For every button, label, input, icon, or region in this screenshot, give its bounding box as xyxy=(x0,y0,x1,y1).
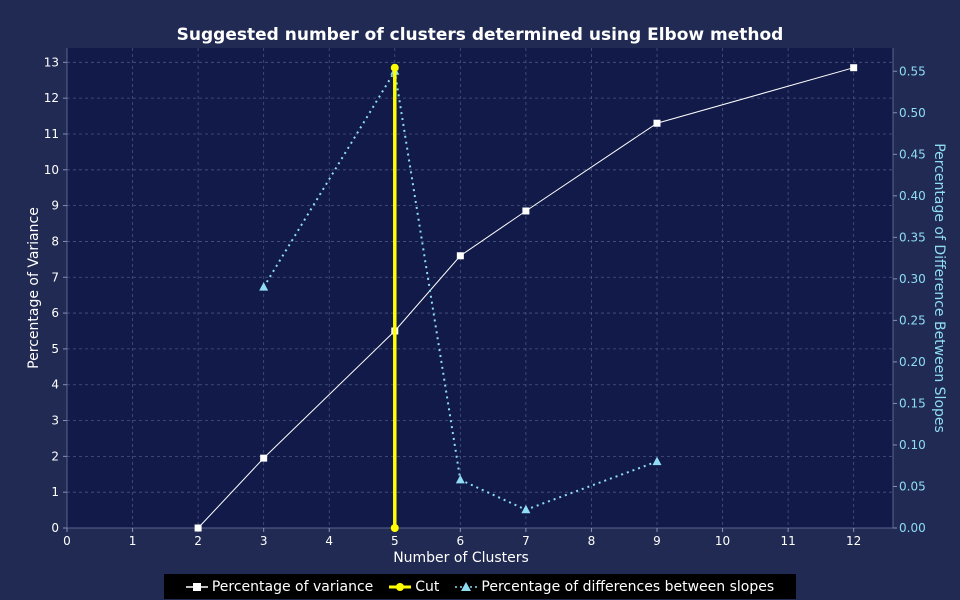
x-tick-label: 6 xyxy=(457,534,465,548)
x-tick-label: 5 xyxy=(391,534,399,548)
series-layer xyxy=(194,63,858,532)
y-tick-label: 8 xyxy=(51,234,59,248)
y-tick-label: 11 xyxy=(44,127,59,141)
legend-label-slopes: Percentage of differences between slopes xyxy=(481,578,775,595)
x-tick-label: 9 xyxy=(653,534,661,548)
data-point-triangle xyxy=(455,474,465,484)
y2-axis-label: Percentage of Difference Between Slopes xyxy=(931,143,947,433)
y-tick-label: 2 xyxy=(51,449,59,463)
x-tick-label: 4 xyxy=(325,534,333,548)
y-tick-label: 12 xyxy=(44,91,59,105)
series-cut xyxy=(390,63,399,532)
x-tick-label: 1 xyxy=(129,534,137,548)
legend-label-cut: Cut xyxy=(415,578,440,595)
y2-tick-label: 0.10 xyxy=(899,438,926,452)
circle-marker-icon xyxy=(389,582,412,591)
triangle-marker-icon xyxy=(455,581,478,591)
y2-tick-label: 0.35 xyxy=(899,230,926,244)
data-point-square xyxy=(522,207,530,215)
data-point-square xyxy=(850,64,858,72)
data-point-triangle xyxy=(521,504,531,514)
y-tick-label: 13 xyxy=(44,55,59,69)
x-tick-label: 10 xyxy=(715,534,730,548)
data-point-square xyxy=(653,119,661,127)
data-point-triangle xyxy=(652,456,662,466)
y-tick-label: 6 xyxy=(51,306,59,320)
y-axis-label: Percentage of Variance xyxy=(26,207,42,369)
x-axis-label: Number of Clusters xyxy=(393,550,529,566)
y2-tick-label: 0.05 xyxy=(899,479,926,493)
y-tick-label: 7 xyxy=(51,270,59,284)
x-tick-label: 12 xyxy=(846,534,861,548)
y-tick-label: 10 xyxy=(44,163,59,177)
data-point-triangle xyxy=(259,282,269,291)
square-marker-icon xyxy=(185,582,208,591)
y-tick-label: 9 xyxy=(51,199,59,213)
y-tick-label: 4 xyxy=(51,378,59,392)
y2-tick-label: 0.15 xyxy=(899,396,926,410)
y2-tick-label: 0.30 xyxy=(899,272,926,286)
x-tick-label: 0 xyxy=(63,534,71,548)
data-point-circle xyxy=(390,524,399,532)
y-tick-label: 3 xyxy=(51,414,59,428)
y2-tick-label: 0.55 xyxy=(899,64,926,78)
x-tick-label: 8 xyxy=(588,534,596,548)
y2-tick-label: 0.20 xyxy=(899,355,926,369)
x-tick-label: 7 xyxy=(522,534,530,548)
data-point-square xyxy=(194,524,202,532)
data-point-circle xyxy=(390,63,399,72)
y2-tick-label: 0.00 xyxy=(899,521,926,535)
x-tick-label: 3 xyxy=(260,534,268,548)
legend-item-slopes: Percentage of differences between slopes xyxy=(455,579,774,595)
y2-tick-label: 0.40 xyxy=(899,189,926,203)
x-axis-ticks: 0 1 2 3 4 5 6 7 8 9 10 11 12 xyxy=(63,528,861,548)
data-point-square xyxy=(456,252,464,260)
y-tick-label: 1 xyxy=(51,485,59,499)
x-tick-label: 2 xyxy=(194,534,202,548)
legend-item-variance: Percentage of variance xyxy=(185,578,374,595)
chart-title: Suggested number of clusters determined … xyxy=(177,25,784,45)
y2-axis-ticks: 0.00 0.05 0.10 0.15 0.20 0.25 0.30 0.35 0.40 0.45… xyxy=(893,64,926,535)
y2-tick-label: 0.25 xyxy=(899,313,926,327)
y-tick-label: 0 xyxy=(51,521,59,535)
x-tick-label: 11 xyxy=(780,534,795,548)
y2-tick-label: 0.50 xyxy=(899,106,926,120)
plot-area xyxy=(67,48,893,528)
y2-tick-label: 0.45 xyxy=(899,147,926,161)
legend-item-cut: Cut xyxy=(389,579,439,595)
legend-label-variance: Percentage of variance xyxy=(211,578,374,595)
data-point-square xyxy=(260,454,268,462)
y-tick-label: 5 xyxy=(51,342,59,356)
chart-legend: Percentage of variance Cut Percentage of… xyxy=(164,574,796,599)
